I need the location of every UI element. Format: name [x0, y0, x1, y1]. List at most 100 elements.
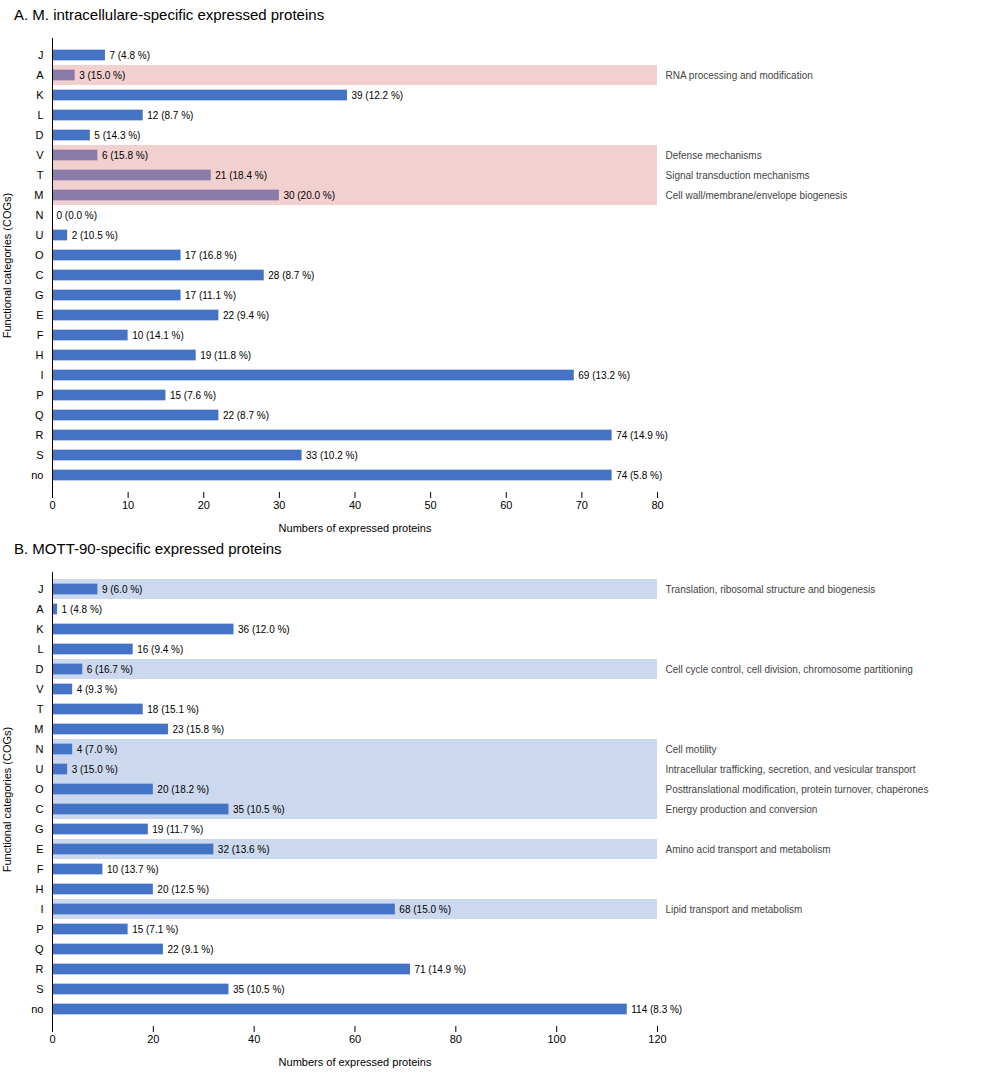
svg-text:19 (11.8 %): 19 (11.8 %) [200, 350, 251, 361]
svg-text:Cell wall/membrane/envelope bi: Cell wall/membrane/envelope biogenesis [666, 190, 848, 201]
svg-text:22 (9.1 %): 22 (9.1 %) [167, 944, 213, 955]
svg-text:3 (15.0 %): 3 (15.0 %) [72, 764, 118, 775]
svg-text:D: D [36, 129, 44, 141]
svg-text:Lipid transport and metabolism: Lipid transport and metabolism [666, 904, 803, 915]
svg-text:15 (7.1 %): 15 (7.1 %) [132, 924, 178, 935]
svg-text:S: S [36, 449, 43, 461]
svg-text:G: G [35, 289, 44, 301]
svg-text:T: T [37, 169, 44, 181]
svg-text:35 (10.5 %): 35 (10.5 %) [233, 984, 285, 995]
svg-text:Cell cycle control, cell divis: Cell cycle control, cell division, chrom… [666, 664, 913, 675]
svg-text:G: G [35, 823, 44, 835]
svg-text:H: H [36, 883, 44, 895]
svg-text:20 (18.2 %): 20 (18.2 %) [157, 784, 209, 795]
svg-text:P: P [36, 923, 43, 935]
svg-text:L: L [37, 643, 43, 655]
svg-text:80: 80 [651, 499, 663, 511]
svg-text:Q: Q [35, 943, 44, 955]
svg-text:U: U [36, 229, 44, 241]
svg-text:3 (15.0 %): 3 (15.0 %) [79, 70, 125, 81]
svg-text:S: S [36, 983, 43, 995]
svg-text:10 (14.1 %): 10 (14.1 %) [132, 330, 184, 341]
svg-text:A: A [36, 69, 44, 81]
svg-text:2 (10.5 %): 2 (10.5 %) [72, 230, 118, 241]
svg-text:E: E [36, 843, 43, 855]
svg-text:O: O [35, 783, 44, 795]
svg-text:74 (14.9 %): 74 (14.9 %) [616, 430, 668, 441]
svg-text:A: A [36, 603, 44, 615]
svg-text:36 (12.0 %): 36 (12.0 %) [238, 624, 290, 635]
svg-text:10 (13.7 %): 10 (13.7 %) [107, 864, 159, 875]
svg-text:15 (7.6 %): 15 (7.6 %) [170, 390, 216, 401]
svg-text:40: 40 [248, 1033, 260, 1045]
svg-text:74 (5.8 %): 74 (5.8 %) [616, 470, 662, 481]
svg-text:32 (13.6 %): 32 (13.6 %) [218, 844, 270, 855]
svg-text:0: 0 [49, 499, 55, 511]
svg-text:N: N [36, 209, 44, 221]
svg-text:4 (7.0 %): 4 (7.0 %) [77, 744, 118, 755]
svg-text:68 (15.0 %): 68 (15.0 %) [399, 904, 451, 915]
svg-text:I: I [40, 369, 43, 381]
svg-text:21 (18.4 %): 21 (18.4 %) [215, 170, 267, 181]
svg-text:28 (8.7 %): 28 (8.7 %) [268, 270, 314, 281]
svg-text:Energy production and conversi: Energy production and conversion [666, 804, 818, 815]
svg-text:35 (10.5 %): 35 (10.5 %) [233, 804, 285, 815]
svg-text:6 (15.8 %): 6 (15.8 %) [102, 150, 148, 161]
svg-text:H: H [36, 349, 44, 361]
svg-text:P: P [36, 389, 43, 401]
svg-text:120: 120 [648, 1033, 666, 1045]
svg-text:39 (12.2 %): 39 (12.2 %) [351, 90, 403, 101]
svg-text:7 (4.8 %): 7 (4.8 %) [109, 50, 150, 61]
svg-text:no: no [31, 469, 43, 481]
svg-text:Q: Q [35, 409, 44, 421]
svg-text:Translation, ribosomal structu: Translation, ribosomal structure and bio… [666, 584, 876, 595]
svg-text:N: N [36, 743, 44, 755]
svg-text:50: 50 [425, 499, 437, 511]
svg-text:12 (8.7 %): 12 (8.7 %) [147, 110, 193, 121]
svg-text:D: D [36, 663, 44, 675]
svg-text:V: V [36, 683, 44, 695]
svg-text:22 (9.4 %): 22 (9.4 %) [223, 310, 269, 321]
svg-text:Functional categories (COGs): Functional categories (COGs) [1, 727, 13, 873]
svg-text:O: O [35, 249, 44, 261]
svg-text:T: T [37, 703, 44, 715]
svg-text:20: 20 [147, 1033, 159, 1045]
svg-text:80: 80 [450, 1033, 462, 1045]
svg-text:0: 0 [49, 1033, 55, 1045]
svg-text:no: no [31, 1003, 43, 1015]
svg-text:23 (15.8 %): 23 (15.8 %) [172, 724, 224, 735]
svg-text:M: M [34, 723, 43, 735]
svg-text:K: K [36, 89, 44, 101]
svg-text:C: C [36, 269, 44, 281]
svg-text:Functional categories (COGs): Functional categories (COGs) [1, 193, 13, 339]
svg-text:10: 10 [122, 499, 134, 511]
svg-text:5 (14.3 %): 5 (14.3 %) [94, 130, 140, 141]
svg-text:R: R [36, 429, 44, 441]
svg-text:4 (9.3 %): 4 (9.3 %) [77, 684, 118, 695]
svg-text:18 (15.1 %): 18 (15.1 %) [147, 704, 199, 715]
svg-text:E: E [36, 309, 43, 321]
svg-text:Defense mechanisms: Defense mechanisms [666, 150, 762, 161]
svg-text:Intracellular trafficking, sec: Intracellular trafficking, secretion, an… [666, 764, 916, 775]
svg-text:40: 40 [349, 499, 361, 511]
svg-text:6 (16.7 %): 6 (16.7 %) [87, 664, 133, 675]
svg-text:69 (13.2 %): 69 (13.2 %) [578, 370, 630, 381]
svg-text:19 (11.7 %): 19 (11.7 %) [152, 824, 203, 835]
svg-text:1 (4.8 %): 1 (4.8 %) [62, 604, 103, 615]
svg-text:60: 60 [500, 499, 512, 511]
svg-text:I: I [40, 903, 43, 915]
svg-text:L: L [37, 109, 43, 121]
svg-text:Numbers of expressed proteins: Numbers of expressed proteins [279, 1056, 432, 1068]
svg-text:F: F [37, 329, 44, 341]
svg-text:33 (10.2 %): 33 (10.2 %) [306, 450, 358, 461]
svg-text:Cell motility: Cell motility [666, 744, 717, 755]
svg-text:30: 30 [273, 499, 285, 511]
svg-text:30 (20.0 %): 30 (20.0 %) [283, 190, 335, 201]
svg-text:71 (14.9 %): 71 (14.9 %) [414, 964, 466, 975]
svg-text:0 (0.0 %): 0 (0.0 %) [57, 210, 98, 221]
svg-text:RNA processing and modificatio: RNA processing and modification [666, 70, 813, 81]
svg-text:17 (16.8 %): 17 (16.8 %) [185, 250, 237, 261]
svg-text:16 (9.4 %): 16 (9.4 %) [137, 644, 183, 655]
svg-text:70: 70 [576, 499, 588, 511]
svg-text:M: M [34, 189, 43, 201]
